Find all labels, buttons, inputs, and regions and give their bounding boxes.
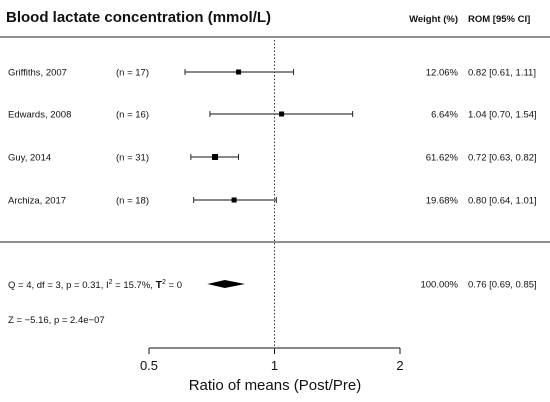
chart-title: Blood lactate concentration (mmol/L): [6, 9, 271, 26]
study-rom-ci: 0.72 [0.63, 0.82]: [468, 153, 537, 164]
effect-header: ROM [95% CI]: [468, 14, 530, 25]
heterogeneity-stats: Q = 4, df = 3, p = 0.31, I2 = 15.7%, T2 …: [8, 279, 182, 291]
study-rom-ci: 1.04 [0.70, 1.54]: [468, 110, 537, 121]
study-label: Guy, 2014: [8, 153, 51, 164]
study-weight: 12.06%: [426, 68, 459, 79]
summary-weight: 100.00%: [420, 280, 458, 291]
x-tick-label: 1: [271, 358, 278, 373]
x-tick-label: 0.5: [140, 358, 158, 373]
summary-rom-ci: 0.76 [0.69, 0.85]: [468, 280, 537, 291]
point-estimate: [236, 69, 242, 75]
study-n: (n = 16): [116, 110, 149, 121]
overall-effect-test: Z = −5.16, p = 2.4e−07: [8, 315, 105, 326]
x-tick-label: 2: [396, 358, 403, 373]
study-rom-ci: 0.80 [0.64, 1.01]: [468, 196, 537, 207]
point-estimate: [279, 111, 285, 117]
study-rom-ci: 0.82 [0.61, 1.11]: [468, 68, 536, 79]
x-axis-label: Ratio of means (Post/Pre): [189, 377, 362, 394]
x-axis: 0.5 1 2: [140, 347, 404, 373]
study-label: Archiza, 2017: [8, 196, 66, 207]
study-weight: 61.62%: [426, 153, 459, 164]
study-rows: Griffiths, 2007 (n = 17) 12.06% 0.82 [0.61,…: [8, 68, 537, 207]
point-estimate: [231, 197, 237, 203]
study-weight: 19.68%: [426, 196, 459, 207]
point-estimate: [212, 154, 219, 160]
study-label: Griffiths, 2007: [8, 68, 67, 79]
study-n: (n = 17): [116, 68, 149, 79]
study-n: (n = 18): [116, 196, 149, 207]
study-weight: 6.64%: [431, 110, 458, 121]
study-label: Edwards, 2008: [8, 110, 71, 121]
study-n: (n = 31): [116, 153, 149, 164]
weight-header: Weight (%): [409, 14, 458, 25]
summary-diamond: [207, 280, 246, 288]
summary-row: Q = 4, df = 3, p = 0.31, I2 = 15.7%, T2 …: [8, 279, 537, 326]
